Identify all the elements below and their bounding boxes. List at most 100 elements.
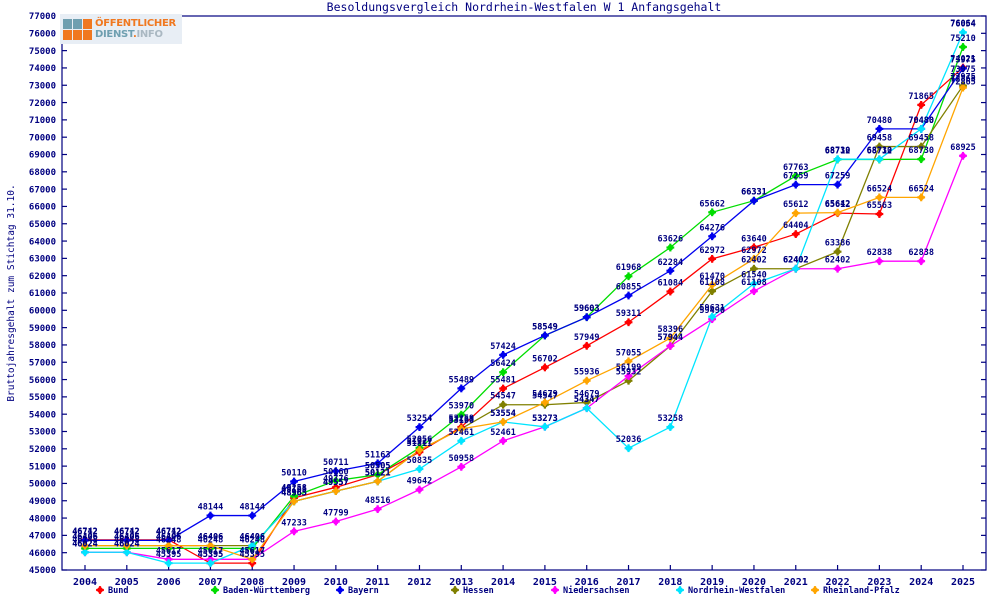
data-point-rheinland-pfalz[interactable] — [248, 555, 257, 564]
data-point-nordrhein-westfalen[interactable] — [875, 155, 884, 164]
data-point-bund[interactable] — [791, 230, 800, 238]
legend-label[interactable]: Nordrhein-Westfalen — [688, 585, 785, 596]
legend-marker-baden-w-rttemberg[interactable] — [211, 586, 219, 594]
data-point-bayern[interactable] — [708, 232, 717, 241]
data-point-bayern[interactable] — [624, 291, 633, 300]
data-point-bayern[interactable] — [415, 423, 424, 432]
data-point-nordrhein-westfalen[interactable] — [81, 548, 89, 557]
data-point-niedersachsen[interactable] — [331, 517, 340, 526]
data-point-nordrhein-westfalen[interactable] — [833, 155, 842, 164]
data-point-nordrhein-westfalen[interactable] — [624, 444, 633, 453]
legend-marker-bund[interactable] — [96, 586, 104, 594]
data-point-bayern[interactable] — [373, 459, 382, 468]
data-point-nordrhein-westfalen[interactable] — [791, 264, 800, 273]
data-point-niedersachsen[interactable] — [373, 505, 382, 514]
data-point-rheinland-pfalz[interactable] — [791, 209, 800, 218]
data-point-nordrhein-westfalen[interactable] — [666, 423, 675, 431]
data-point-rheinland-pfalz[interactable] — [373, 477, 382, 486]
legend-label[interactable]: Bund — [108, 586, 128, 596]
data-point-bayern[interactable] — [290, 477, 298, 486]
data-point-rheinland-pfalz[interactable] — [666, 334, 675, 342]
data-point-bayern[interactable] — [791, 180, 800, 189]
data-point-bayern[interactable] — [81, 536, 89, 545]
data-point-bund[interactable] — [666, 287, 675, 296]
data-point-bayern[interactable] — [164, 536, 173, 545]
data-point-rheinland-pfalz[interactable] — [499, 418, 507, 426]
legend-label[interactable]: Bayern — [348, 586, 379, 596]
data-point-bund[interactable] — [750, 243, 758, 252]
data-point-niedersachsen[interactable] — [917, 257, 926, 266]
data-point-niedersachsen[interactable] — [624, 372, 633, 381]
data-point-niedersachsen[interactable] — [875, 257, 884, 266]
data-point-nordrhein-westfalen[interactable] — [122, 548, 131, 557]
data-point-nordrhein-westfalen[interactable] — [708, 312, 717, 321]
data-point-rheinland-pfalz[interactable] — [708, 280, 717, 289]
data-point-hessen[interactable] — [708, 287, 717, 296]
data-point-bayern[interactable] — [122, 536, 131, 545]
data-point-hessen[interactable] — [750, 264, 758, 273]
data-point-bayern[interactable] — [750, 196, 758, 205]
data-point-hessen[interactable] — [833, 247, 842, 256]
data-point-bayern[interactable] — [331, 467, 340, 476]
data-point-nordrhein-westfalen[interactable] — [582, 404, 591, 413]
data-point-baden-w-rttemberg[interactable] — [917, 155, 926, 164]
data-point-niedersachsen[interactable] — [457, 462, 466, 471]
data-point-baden-w-rttemberg[interactable] — [290, 492, 298, 501]
data-point-rheinland-pfalz[interactable] — [833, 208, 842, 217]
data-point-hessen[interactable] — [499, 400, 507, 409]
data-point-nordrhein-westfalen[interactable] — [750, 279, 758, 288]
data-point-rheinland-pfalz[interactable] — [206, 541, 215, 550]
legend-marker-bayern[interactable] — [336, 586, 344, 594]
data-point-baden-w-rttemberg[interactable] — [331, 476, 340, 485]
data-point-rheinland-pfalz[interactable] — [917, 193, 926, 202]
data-point-bayern[interactable] — [206, 511, 215, 520]
data-point-baden-w-rttemberg[interactable] — [791, 172, 800, 180]
legend-marker-rheinland-pfalz[interactable] — [811, 586, 819, 594]
data-point-niedersachsen[interactable] — [833, 264, 842, 273]
data-point-nordrhein-westfalen[interactable] — [541, 422, 549, 431]
data-point-hessen[interactable] — [875, 142, 884, 151]
data-point-nordrhein-westfalen[interactable] — [959, 28, 967, 37]
data-point-nordrhein-westfalen[interactable] — [206, 559, 215, 568]
data-point-bund[interactable] — [875, 210, 884, 218]
legend-label[interactable]: Rheinland-Pfalz — [823, 585, 900, 596]
data-point-baden-w-rttemberg[interactable] — [708, 208, 717, 217]
data-point-bund[interactable] — [624, 318, 633, 327]
data-point-rheinland-pfalz[interactable] — [81, 541, 89, 550]
data-point-rheinland-pfalz[interactable] — [164, 541, 173, 550]
data-point-niedersachsen[interactable] — [290, 527, 298, 536]
data-point-bund[interactable] — [499, 384, 507, 393]
data-point-baden-w-rttemberg[interactable] — [959, 43, 967, 51]
data-point-bayern[interactable] — [541, 331, 549, 340]
data-point-baden-w-rttemberg[interactable] — [457, 410, 466, 419]
data-point-baden-w-rttemberg[interactable] — [499, 368, 507, 377]
data-point-rheinland-pfalz[interactable] — [624, 357, 633, 366]
data-point-baden-w-rttemberg[interactable] — [666, 243, 675, 252]
data-point-niedersachsen[interactable] — [666, 342, 675, 350]
data-point-rheinland-pfalz[interactable] — [457, 425, 466, 433]
data-point-baden-w-rttemberg[interactable] — [624, 272, 633, 281]
data-point-bayern[interactable] — [499, 351, 507, 359]
data-point-bund[interactable] — [917, 100, 926, 109]
data-point-bund[interactable] — [582, 341, 591, 350]
legend-label[interactable]: Hessen — [463, 586, 494, 596]
data-point-bayern[interactable] — [666, 266, 675, 275]
data-point-bayern[interactable] — [248, 511, 257, 520]
data-point-bayern[interactable] — [582, 313, 591, 322]
data-point-rheinland-pfalz[interactable] — [541, 398, 549, 407]
data-point-bund[interactable] — [541, 363, 549, 372]
oeffentlicher-dienst-info-logo[interactable]: ÖFFENTLICHER DIENST.INFO — [60, 14, 182, 44]
legend-label[interactable]: Niedersachsen — [563, 585, 630, 596]
data-point-hessen[interactable] — [582, 398, 591, 407]
data-point-niedersachsen[interactable] — [415, 485, 424, 494]
data-point-rheinland-pfalz[interactable] — [750, 254, 758, 263]
data-point-nordrhein-westfalen[interactable] — [248, 541, 257, 550]
data-point-nordrhein-westfalen[interactable] — [917, 124, 926, 133]
data-point-rheinland-pfalz[interactable] — [415, 446, 424, 454]
data-point-bayern[interactable] — [457, 384, 466, 393]
legend-label[interactable]: Baden-Württemberg — [223, 586, 310, 596]
data-point-rheinland-pfalz[interactable] — [582, 376, 591, 385]
data-point-baden-w-rttemberg[interactable] — [373, 470, 382, 479]
data-point-bund[interactable] — [708, 254, 717, 263]
data-point-bayern[interactable] — [875, 124, 884, 133]
